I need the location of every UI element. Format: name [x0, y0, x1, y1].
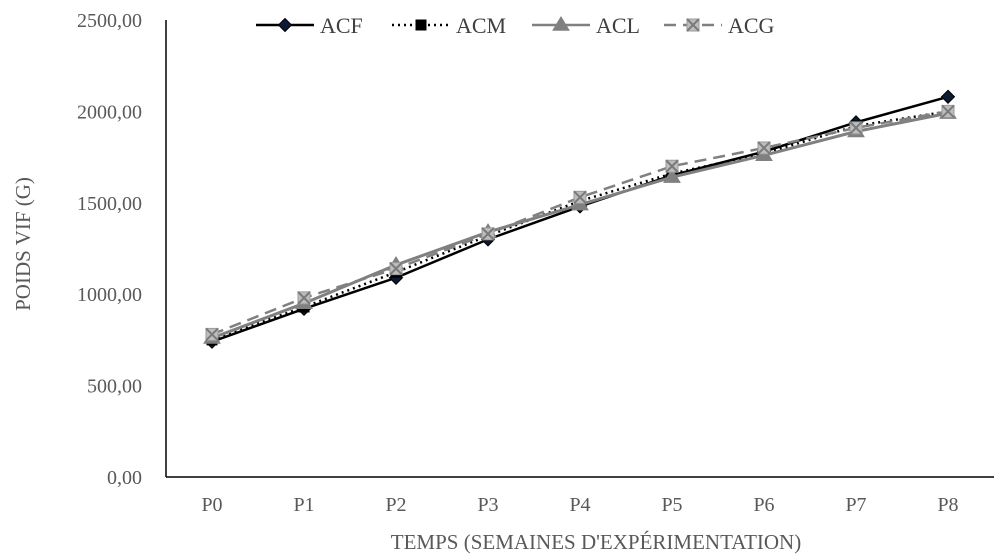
data-point-acg — [389, 261, 403, 276]
legend-item-acm: ACM — [392, 13, 506, 38]
legend-marker-acg-cross — [686, 18, 700, 32]
x-tick-label: P3 — [477, 494, 498, 516]
series-acf — [204, 89, 956, 349]
y-tick-label: 0,00 — [107, 467, 142, 489]
data-point-acg — [205, 327, 219, 342]
series-line-acf — [211, 95, 949, 343]
data-point-acg-cross — [665, 159, 679, 173]
legend-marker-acf — [277, 17, 293, 33]
legend-marker-acm — [415, 19, 427, 31]
y-tick-labels: 0,00 500,00 1000,00 1500,00 2000,00 2500,00 — [77, 10, 142, 489]
x-tick-label: P0 — [201, 494, 222, 516]
series-acg — [205, 104, 955, 342]
legend-label-acm: ACM — [456, 13, 506, 38]
x-tick-label: P8 — [937, 494, 958, 516]
data-point-acg-cross — [941, 104, 955, 119]
series-line-acl — [211, 111, 949, 340]
x-tick-label: P1 — [293, 494, 314, 516]
x-tick-labels: P0 P1 P2 P3 P4 P5 P6 P7 P8 — [201, 494, 958, 516]
x-tick-label: P4 — [569, 494, 590, 516]
y-tick-label: 2000,00 — [77, 101, 142, 123]
legend: ACF ACM ACL ACG — [256, 13, 775, 38]
x-tick-label: P6 — [753, 494, 774, 516]
data-point-acg — [481, 227, 495, 241]
legend-label-acf: ACF — [320, 13, 363, 38]
data-point-acg-cross — [481, 227, 495, 241]
data-point-acg-cross — [573, 190, 587, 205]
data-point-acg-cross — [849, 121, 863, 135]
data-point-acl — [663, 168, 681, 183]
y-tick-label: 1500,00 — [77, 193, 142, 215]
legend-marker-acg — [686, 18, 700, 32]
data-point-acg-cross — [205, 327, 219, 342]
y-tick-label: 500,00 — [87, 376, 142, 398]
legend-label-acg: ACG — [728, 13, 775, 38]
data-point-acf — [940, 89, 956, 104]
data-point-acg — [757, 141, 771, 155]
legend-marker-acl — [552, 16, 570, 31]
series-lines — [203, 89, 957, 349]
x-tick-label: P7 — [845, 494, 866, 516]
series-acm — [206, 105, 954, 346]
series-line-acm — [211, 110, 949, 342]
data-point-acg — [665, 159, 679, 173]
legend-item-acl: ACL — [532, 13, 640, 38]
data-point-acg-cross — [297, 291, 311, 305]
series-acl — [203, 104, 957, 344]
legend-item-acf: ACF — [256, 13, 363, 38]
y-tick-label: 1000,00 — [77, 284, 142, 306]
data-point-acg — [849, 121, 863, 135]
data-point-acg — [573, 190, 587, 205]
x-axis-title: TEMPS (SEMAINES D'EXPÉRIMENTATION) — [391, 530, 801, 554]
data-point-acg — [941, 104, 955, 119]
y-tick-label: 2500,00 — [77, 10, 142, 32]
data-point-acg — [297, 291, 311, 305]
axes — [165, 20, 994, 478]
legend-label-acl: ACL — [596, 13, 640, 38]
legend-item-acg: ACG — [664, 13, 775, 38]
x-tick-label: P5 — [661, 494, 682, 516]
x-tick-label: P2 — [385, 494, 406, 516]
series-line-acg — [211, 110, 949, 336]
y-axis-title: POIDS VIF (G) — [11, 177, 35, 311]
data-point-acg-cross — [389, 261, 403, 276]
data-point-acg-cross — [757, 141, 771, 155]
